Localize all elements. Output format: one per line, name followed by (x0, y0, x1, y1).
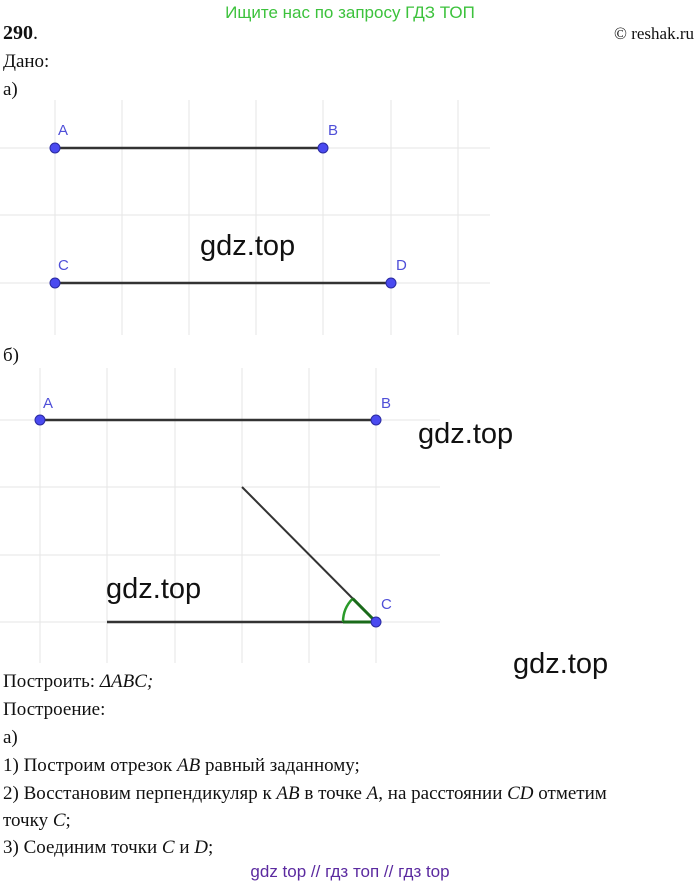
point-a[interactable] (34, 414, 46, 426)
construct-line: Построить: ΔABC; (3, 671, 154, 692)
point-d[interactable] (385, 277, 397, 289)
part-b-label: б) (3, 345, 19, 366)
given-label: Дано: (3, 51, 50, 72)
step-2-continued: точку C; (3, 810, 71, 831)
point-c[interactable] (370, 616, 382, 628)
step-1: 1) Построим отрезок AB равный заданному; (3, 755, 360, 776)
steps-part-label: а) (3, 727, 18, 748)
footer-links[interactable]: gdz top // гдз топ // гдз top (250, 862, 450, 881)
construction-label: Построение: (3, 699, 106, 720)
figure-b: A B C (0, 368, 440, 663)
point-b[interactable] (317, 142, 329, 154)
problem-number: 290. (3, 22, 38, 44)
step-3: 3) Соединим точки C и D; (3, 837, 214, 858)
point-b[interactable] (370, 414, 382, 426)
step-2: 2) Восстановим перпендикуляр к AB в точк… (3, 783, 607, 804)
label-a: A (43, 395, 53, 412)
label-c: C (58, 257, 69, 274)
figure-a: A B C D (0, 100, 490, 335)
label-a: A (58, 122, 68, 139)
angle-arc (341, 597, 354, 623)
watermark: gdz.top (106, 573, 202, 605)
watermark: gdz.top (513, 648, 609, 680)
angle-edge (351, 597, 378, 624)
label-b: B (328, 122, 338, 139)
grid (0, 100, 490, 335)
label-d: D (396, 257, 407, 274)
watermark: gdz.top (418, 418, 514, 450)
label-c: C (381, 596, 392, 613)
search-banner[interactable]: Ищите нас по запросу ГДЗ ТОП (225, 3, 475, 22)
label-b: B (381, 395, 391, 412)
point-a[interactable] (49, 142, 61, 154)
part-a-label: а) (3, 79, 18, 100)
watermark: gdz.top (200, 230, 296, 262)
point-c[interactable] (49, 277, 61, 289)
copyright: © reshak.ru (614, 24, 694, 43)
